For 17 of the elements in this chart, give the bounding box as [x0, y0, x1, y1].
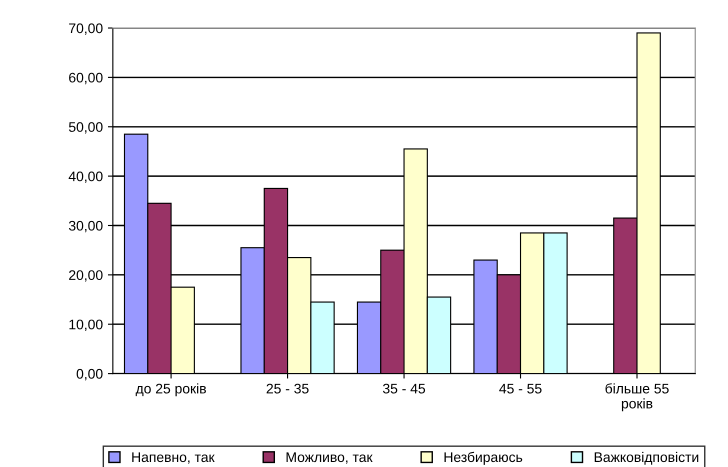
x-tick-label: 25 - 35 — [266, 384, 309, 394]
y-tick-label: 40,00 — [68, 171, 103, 183]
x-tick-label: до 25 років — [136, 383, 206, 396]
x-tick-label: більше 55 років — [606, 383, 669, 412]
legend-label: Важковідповісти — [594, 452, 698, 465]
x-tick-label: 35 - 45 — [382, 384, 426, 394]
legend-label: Напевно, так — [132, 452, 215, 464]
y-tick-label: 30,00 — [68, 220, 103, 232]
y-tick-label: 60,00 — [69, 72, 103, 84]
y-tick-label: 0,00 — [76, 368, 103, 380]
y-tick-label: 10,00 — [69, 320, 103, 332]
legend-label: Можливо, так — [286, 452, 373, 464]
x-tick-label: 45 - 55 — [499, 384, 542, 394]
legend-label: Незбираюсь — [444, 452, 522, 465]
y-tick-label: 70,00 — [69, 23, 103, 35]
y-tick-label: 50,00 — [68, 122, 103, 134]
y-tick-label: 20,00 — [69, 270, 103, 282]
